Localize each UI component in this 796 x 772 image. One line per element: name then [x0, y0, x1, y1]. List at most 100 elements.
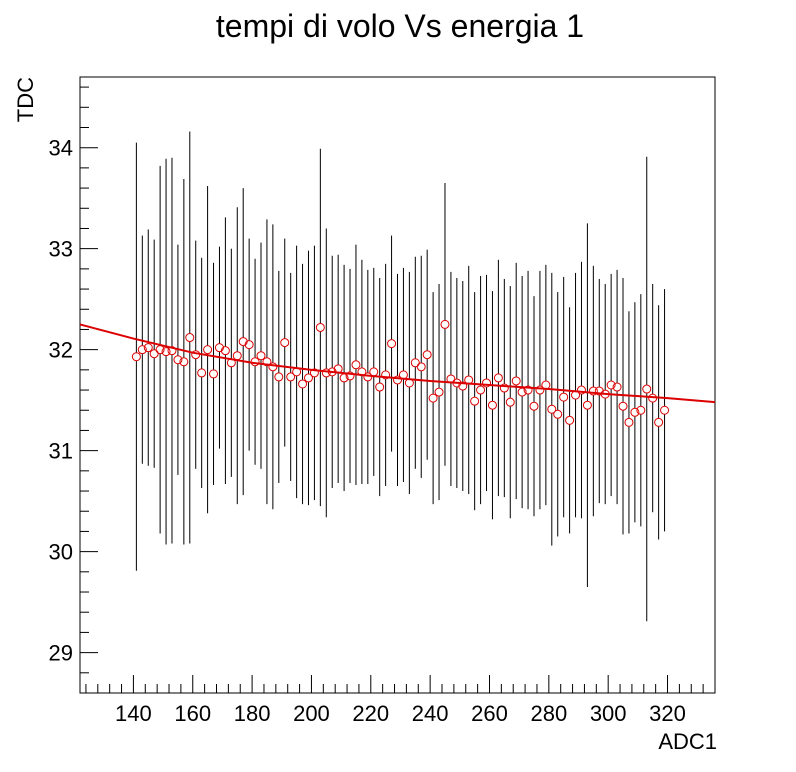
data-point — [535, 385, 545, 395]
data-point — [226, 358, 236, 368]
data-point — [422, 350, 432, 360]
data-point — [185, 333, 195, 343]
data-point — [434, 387, 444, 397]
data-point — [452, 378, 462, 388]
data-point — [315, 322, 325, 332]
data-point — [660, 405, 670, 415]
data-point — [505, 397, 515, 407]
data-point — [654, 417, 664, 427]
data-point — [232, 351, 242, 361]
data-point — [209, 369, 219, 379]
data-point — [203, 345, 213, 355]
y-tick-label: 31 — [49, 439, 73, 464]
error-bars — [135, 131, 666, 622]
data-point — [476, 385, 486, 395]
data-point — [381, 370, 391, 380]
data-point — [612, 382, 622, 392]
data-point — [387, 339, 397, 349]
data-point — [416, 362, 426, 372]
y-tick-label: 32 — [49, 338, 73, 363]
data-point — [440, 319, 450, 329]
data-point — [369, 367, 379, 377]
data-point — [327, 367, 337, 377]
data-point — [606, 380, 616, 390]
data-point — [274, 372, 284, 382]
data-point — [582, 400, 592, 410]
y-tick-label: 34 — [49, 136, 73, 161]
x-tick-label: 180 — [234, 701, 271, 726]
data-point — [487, 400, 497, 410]
data-point — [464, 375, 474, 385]
data-point — [636, 405, 646, 415]
x-axis-label: ADC1 — [658, 729, 717, 754]
y-tick-label: 33 — [49, 237, 73, 262]
x-tick-label: 300 — [590, 701, 627, 726]
data-point — [541, 380, 551, 390]
data-point — [363, 372, 373, 382]
data-point — [398, 370, 408, 380]
data-point — [576, 385, 586, 395]
x-tick-label: 200 — [293, 701, 330, 726]
data-point — [404, 378, 414, 388]
data-markers — [131, 319, 670, 427]
data-point — [173, 355, 183, 365]
data-point — [565, 415, 575, 425]
data-point — [292, 367, 302, 377]
data-point — [357, 367, 367, 377]
data-point — [161, 347, 171, 357]
y-axis-label: TDC — [13, 77, 38, 122]
data-point — [559, 392, 569, 402]
data-point — [470, 396, 480, 406]
x-tick-label: 260 — [471, 701, 508, 726]
data-point — [624, 417, 634, 427]
data-point — [393, 375, 402, 385]
data-point — [493, 373, 503, 383]
data-point — [250, 357, 260, 367]
data-point — [482, 378, 492, 388]
x-tick-label: 320 — [649, 701, 686, 726]
data-point — [244, 340, 254, 350]
data-point — [458, 381, 468, 391]
data-point — [191, 350, 201, 360]
data-point — [197, 368, 207, 378]
data-point — [220, 346, 230, 356]
data-point — [594, 386, 604, 396]
data-point — [351, 360, 361, 370]
data-point — [517, 387, 527, 397]
data-point — [256, 351, 266, 361]
x-tick-label: 280 — [530, 701, 567, 726]
fit-curve — [79, 323, 716, 404]
data-point — [529, 401, 539, 411]
data-point — [345, 371, 355, 381]
data-point — [375, 382, 385, 392]
data-point — [137, 345, 147, 355]
data-point — [547, 404, 557, 414]
data-point — [321, 368, 331, 378]
data-point — [238, 337, 248, 347]
x-tick-label: 140 — [115, 701, 152, 726]
data-point — [155, 345, 165, 355]
chart-title: tempi di volo Vs energia 1 — [216, 8, 584, 44]
data-point — [642, 384, 652, 394]
data-point — [309, 368, 319, 378]
data-point — [286, 372, 296, 382]
x-tick-label: 160 — [174, 701, 211, 726]
data-point — [149, 349, 159, 359]
data-point — [523, 385, 533, 395]
data-point — [214, 343, 224, 353]
data-point — [303, 373, 313, 383]
x-tick-label: 220 — [352, 701, 389, 726]
data-point — [143, 343, 153, 353]
x-axis: 140 160 180 200 220 240 260 280 300 320 — [85, 675, 716, 726]
data-point — [511, 376, 521, 386]
data-point — [410, 358, 420, 368]
data-point — [131, 352, 141, 362]
data-point — [499, 383, 509, 393]
x-tick-label: 240 — [412, 701, 449, 726]
data-point — [339, 373, 349, 383]
data-point — [333, 364, 343, 374]
data-point — [179, 357, 189, 367]
plot-frame — [79, 76, 716, 694]
data-point — [630, 407, 640, 417]
